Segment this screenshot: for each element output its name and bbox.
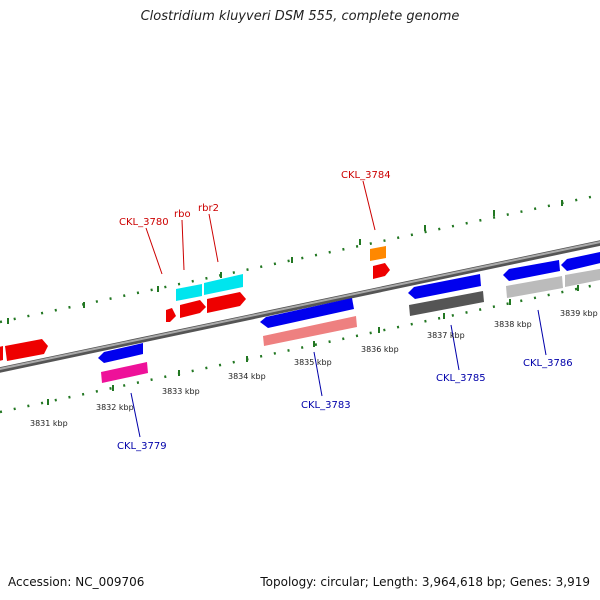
gene-magenta <box>101 362 148 383</box>
forward-genes <box>0 246 600 363</box>
gene-blue-3785 <box>408 274 481 299</box>
scale-label-3831: 3831 kbp <box>30 419 68 428</box>
gene-label-rbo[interactable]: rbo <box>174 209 191 220</box>
gene-pink <box>263 316 357 346</box>
gene-red-rbr2-a <box>180 300 206 318</box>
map-title: Clostridium kluyveri DSM 555, complete g… <box>140 9 460 24</box>
gene-label-ckl-3785[interactable]: CKL_3785 <box>436 373 486 384</box>
gene-darkgray <box>409 291 484 316</box>
gene-label-ckl-3784[interactable]: CKL_3784 <box>341 170 391 181</box>
gene-blue-3783 <box>260 298 354 328</box>
gene-lightgray-b <box>565 268 600 287</box>
gene-label-ckl-3783[interactable]: CKL_3783 <box>301 400 351 411</box>
gene-labels: CKL_3780 rbo rbr2 CKL_3784 CKL_3779 CKL_… <box>117 170 573 452</box>
gene-red-forward <box>5 339 48 361</box>
gene-orange <box>370 246 386 261</box>
gene-label-ckl-3779[interactable]: CKL_3779 <box>117 441 167 452</box>
gene-blue-3786-b <box>561 252 600 271</box>
gene-lightgray-a <box>506 276 563 298</box>
scale-label-3834: 3834 kbp <box>228 372 266 381</box>
scale-label-3832: 3832 kbp <box>96 403 134 412</box>
genome-stats: Topology: circular; Length: 3,964,618 bp… <box>260 575 590 589</box>
label-leaders <box>130 180 547 438</box>
gene-red-rbr2-b <box>207 292 246 313</box>
scale-label-3839: 3839 kbp <box>560 309 598 318</box>
gene-cyan-b <box>204 274 243 295</box>
scale-label-3833: 3833 kbp <box>162 387 200 396</box>
gene-red-left-edge <box>0 346 3 361</box>
gene-blue-3786-a <box>503 260 560 281</box>
scale-label-3835: 3835 kbp <box>294 358 332 367</box>
gene-cyan-a <box>176 284 202 301</box>
major-ticks <box>7 200 579 405</box>
scale-label-3838: 3838 kbp <box>494 320 532 329</box>
gene-red-small <box>166 308 176 322</box>
scale-label-3836: 3836 kbp <box>361 345 399 354</box>
gene-red-3784 <box>373 263 390 279</box>
gene-label-ckl-3780[interactable]: CKL_3780 <box>119 217 169 228</box>
accession-text: Accession: NC_009706 <box>8 575 145 589</box>
gene-blue-3779 <box>98 343 143 363</box>
gene-label-rbr2[interactable]: rbr2 <box>198 203 219 214</box>
scale-labels: 3831 kbp 3832 kbp 3833 kbp 3834 kbp 3835… <box>30 309 598 428</box>
reverse-genes <box>101 268 600 383</box>
gene-label-ckl-3786[interactable]: CKL_3786 <box>523 358 573 369</box>
scale-label-3837: 3837 kbp <box>427 331 465 340</box>
